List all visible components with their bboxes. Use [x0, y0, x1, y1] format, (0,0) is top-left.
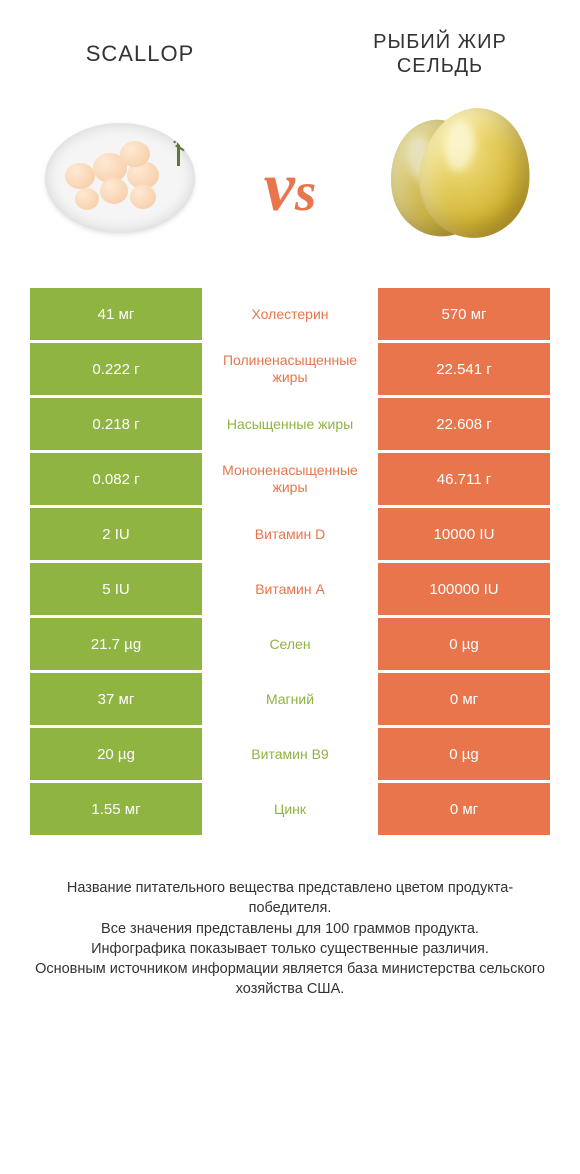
table-row: 2 IUВитамин D10000 IU — [30, 508, 550, 560]
fish-oil-image — [380, 108, 540, 248]
left-value: 0.218 г — [30, 398, 202, 450]
table-row: 37 мгМагний0 мг — [30, 673, 550, 725]
left-value: 0.082 г — [30, 453, 202, 505]
left-value: 0.222 г — [30, 343, 202, 395]
comparison-table: 41 мгХолестерин570 мг0.222 гПолиненасыще… — [0, 288, 580, 835]
right-value: 46.711 г — [378, 453, 550, 505]
right-value: 0 µg — [378, 618, 550, 670]
footer-notes: Название питательного вещества представл… — [0, 838, 580, 1020]
right-value: 570 мг — [378, 288, 550, 340]
nutrient-label: Селен — [202, 618, 378, 670]
nutrient-label: Витамин B9 — [202, 728, 378, 780]
left-value: 1.55 мг — [30, 783, 202, 835]
nutrient-label: Мононенасыщенные жиры — [202, 453, 378, 505]
scallop-image — [40, 108, 200, 248]
right-product-title: РЫБИЙ ЖИР СЕЛЬДЬ — [340, 30, 540, 78]
left-value: 37 мг — [30, 673, 202, 725]
table-row: 1.55 мгЦинк0 мг — [30, 783, 550, 835]
right-value: 0 мг — [378, 673, 550, 725]
images-row: vs — [0, 88, 580, 288]
footer-line: Название питательного вещества представл… — [30, 878, 550, 919]
right-value: 22.608 г — [378, 398, 550, 450]
right-value: 0 мг — [378, 783, 550, 835]
left-value: 41 мг — [30, 288, 202, 340]
table-row: 20 µgВитамин B90 µg — [30, 728, 550, 780]
nutrient-label: Витамин D — [202, 508, 378, 560]
table-row: 41 мгХолестерин570 мг — [30, 288, 550, 340]
left-product-title: SCALLOP — [40, 41, 240, 67]
nutrient-label: Полиненасыщенные жиры — [202, 343, 378, 395]
table-row: 21.7 µgСелен0 µg — [30, 618, 550, 670]
right-value: 10000 IU — [378, 508, 550, 560]
nutrient-label: Витамин A — [202, 563, 378, 615]
left-value: 5 IU — [30, 563, 202, 615]
right-value: 22.541 г — [378, 343, 550, 395]
left-value: 20 µg — [30, 728, 202, 780]
footer-line: Все значения представлены для 100 граммо… — [30, 919, 550, 939]
vs-label: vs — [264, 148, 316, 228]
nutrient-label: Цинк — [202, 783, 378, 835]
footer-line: Основным источником информации является … — [30, 959, 550, 1000]
right-value: 0 µg — [378, 728, 550, 780]
footer-line: Инфографика показывает только существенн… — [30, 939, 550, 959]
left-value: 21.7 µg — [30, 618, 202, 670]
nutrient-label: Магний — [202, 673, 378, 725]
left-value: 2 IU — [30, 508, 202, 560]
right-value: 100000 IU — [378, 563, 550, 615]
table-row: 0.218 гНасыщенные жиры22.608 г — [30, 398, 550, 450]
table-row: 0.082 гМононенасыщенные жиры46.711 г — [30, 453, 550, 505]
nutrient-label: Насыщенные жиры — [202, 398, 378, 450]
header-row: SCALLOP РЫБИЙ ЖИР СЕЛЬДЬ — [0, 0, 580, 88]
nutrient-label: Холестерин — [202, 288, 378, 340]
table-row: 5 IUВитамин A100000 IU — [30, 563, 550, 615]
table-row: 0.222 гПолиненасыщенные жиры22.541 г — [30, 343, 550, 395]
